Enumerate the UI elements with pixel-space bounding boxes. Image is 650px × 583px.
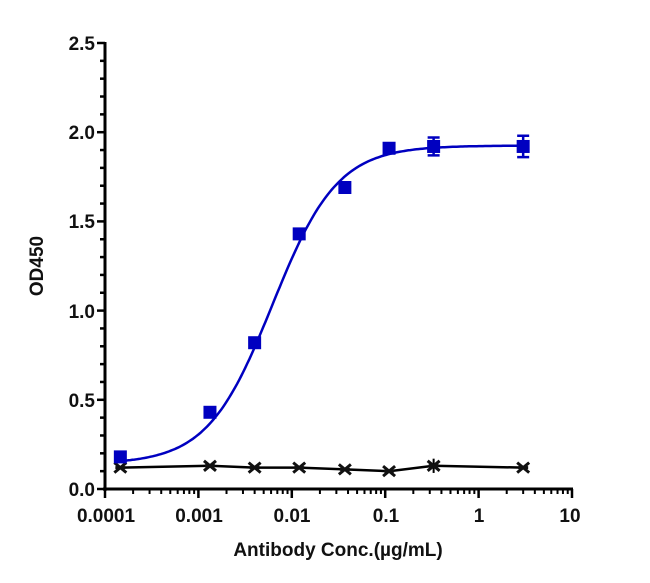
square-marker-icon xyxy=(427,139,441,153)
x-marker-icon xyxy=(382,465,397,478)
x-marker-icon xyxy=(426,459,441,472)
axes xyxy=(103,42,573,491)
x-marker-icon xyxy=(113,461,128,474)
square-marker-icon xyxy=(113,450,127,464)
x-tick-label: 0.001 xyxy=(175,506,223,527)
x-tick-label: 0.01 xyxy=(274,506,311,527)
x-marker-icon xyxy=(247,461,262,474)
y-tick-label: 0.0 xyxy=(69,480,95,501)
y-tick-label: 0.5 xyxy=(69,391,96,412)
square-marker-icon xyxy=(382,141,396,155)
y-tick-label: 1.5 xyxy=(69,212,96,233)
x-tick-label: 10 xyxy=(559,506,580,527)
x-marker-icon xyxy=(516,461,531,474)
x-marker-icon xyxy=(203,459,217,472)
x-tick-label: 1 xyxy=(474,506,485,527)
y-tick-label: 2.0 xyxy=(69,123,95,144)
control-fit-line xyxy=(120,464,524,473)
x-axis-title: Antibody Conc.(µg/mL) xyxy=(233,540,442,561)
y-tick-label: 2.5 xyxy=(69,34,96,55)
antibody-fit-curve xyxy=(120,144,524,463)
y-tick-labels: 0.0 0.5 1.0 1.5 2.0 2.5 xyxy=(69,34,96,501)
square-marker-icon xyxy=(248,336,262,350)
square-marker-icon xyxy=(338,181,352,195)
square-marker-icon xyxy=(203,405,217,419)
x-marker-icon xyxy=(292,461,307,474)
x-tick-label: 0.0001 xyxy=(77,506,136,527)
y-tick-label: 1.0 xyxy=(69,302,95,323)
square-marker-icon xyxy=(292,227,306,241)
series-antibody xyxy=(113,134,530,464)
y-axis-title: OD450 xyxy=(27,236,48,296)
x-tick-labels: 0.0001 0.001 0.01 0.1 1 10 xyxy=(77,506,581,527)
series-control xyxy=(113,458,531,478)
x-tick-label: 0.1 xyxy=(373,506,400,527)
tick-marks xyxy=(97,41,574,498)
x-marker-icon xyxy=(337,463,352,476)
square-marker-icon xyxy=(516,139,530,153)
